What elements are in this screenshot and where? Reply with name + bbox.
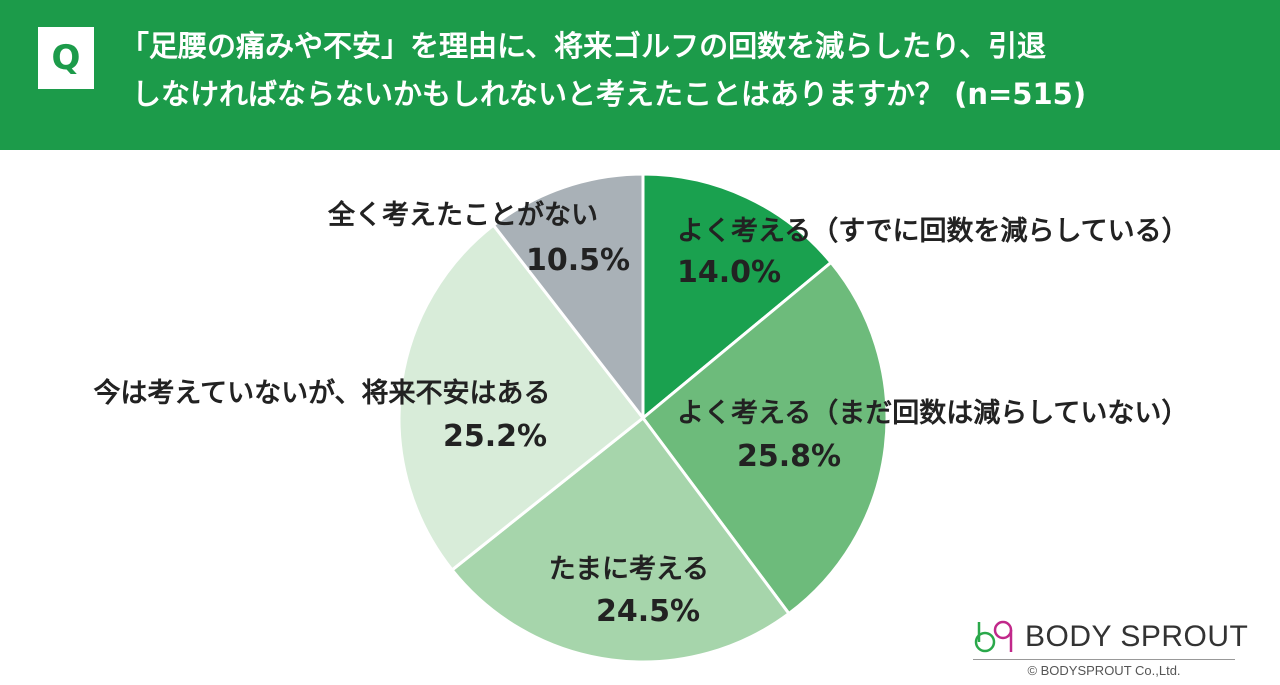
slice-value-label-2: 25.8% [737,439,841,474]
question-badge: Q [38,27,94,89]
copyright-text: © BODYSPROUT Co.,Ltd. [1027,663,1181,678]
slice-name-label-1: よく考える（すでに回数を減らしている） [677,216,1189,247]
slice-value-label-5: 10.5% [526,243,630,278]
pie-slice-3 [449,415,791,664]
pie-slice-5 [491,172,645,423]
slice-value-label-1: 14.0% [677,255,781,290]
pie-slice-4 [397,223,646,573]
brand-footer: BODY SPROUT © BODYSPROUT Co.,Ltd. [973,614,1248,678]
body-sprout-logo-icon [974,620,1013,653]
brand-name: BODY SPROUT [1025,620,1249,653]
question-text: 「足腰の痛みや不安」を理由に、将来ゴルフの回数を減らしたり、引退 しなければなら… [120,22,1240,118]
brand-divider [973,659,1235,660]
question-line-2: しなければならないかもしれないと考えたことはありますか？ (n=515) [132,77,1087,111]
pie-slice-1 [641,172,834,422]
slice-name-label-5: 全く考えたことがない [327,199,598,231]
slice-name-label-3: たまに考える [549,554,709,585]
pie-slice-2 [640,260,889,616]
question-line-1: 「足腰の痛みや不安」を理由に、将来ゴルフの回数を減らしたり、引退 [120,29,1046,63]
slice-value-label-3: 24.5% [596,594,700,629]
slice-name-label-2: よく考える（まだ回数は減らしていない） [677,398,1188,429]
question-header: Q 「足腰の痛みや不安」を理由に、将来ゴルフの回数を減らしたり、引退 しなければ… [0,0,1280,150]
slice-name-label-4: 今は考えていないが、将来不安はある [93,377,550,409]
slice-value-label-4: 25.2% [443,419,547,454]
